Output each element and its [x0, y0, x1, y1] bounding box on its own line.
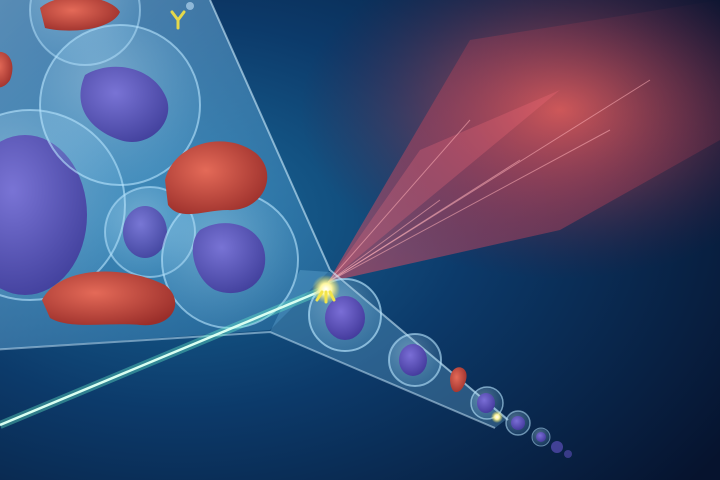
- cell-in-channel: [531, 427, 551, 447]
- antibody-marker-icon: [491, 411, 503, 423]
- red-blood-cell: [42, 271, 176, 326]
- cell-in-channel: [470, 386, 504, 420]
- red-blood-cell: [450, 367, 467, 393]
- light-scatter-icon: [327, 0, 720, 283]
- antibody-marker-icon: [170, 2, 194, 30]
- red-blood-cell: [165, 141, 268, 215]
- cell-in-channel: [388, 333, 442, 387]
- red-blood-cell: [40, 0, 120, 31]
- cell-in-channel: [505, 410, 531, 436]
- antibody-marker-icon: [312, 275, 340, 304]
- white-blood-cell: [161, 191, 299, 329]
- cell-in-channel: [551, 441, 563, 453]
- cell-in-channel: [564, 450, 572, 458]
- laser-beam-icon: [0, 284, 330, 429]
- red-blood-cell: [0, 51, 13, 88]
